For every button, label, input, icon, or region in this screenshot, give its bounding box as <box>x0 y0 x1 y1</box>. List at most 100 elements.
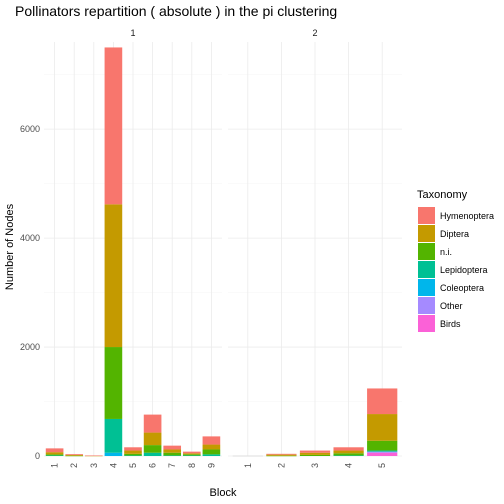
legend-swatch <box>418 243 435 260</box>
facet-strip-label: 2 <box>312 28 317 38</box>
bar-segment-birds <box>367 452 398 456</box>
bar-segment-hymenoptera <box>143 414 162 433</box>
bar-segment-hymenoptera <box>182 451 201 454</box>
legend-label: Lepidoptera <box>440 265 488 275</box>
legend: Taxonomy Hymenoptera Diptera n.i. Lepidopte… <box>417 189 494 332</box>
facet-strip-label: 1 <box>130 28 135 38</box>
bar-segment-diptera <box>333 450 364 454</box>
x-tick-label: 4 <box>108 463 118 468</box>
x-tick-label: 8 <box>187 463 197 468</box>
facet-panel-1: 1 1 2 3 4 5 6 7 8 9 <box>44 28 222 468</box>
bar-segment-diptera <box>45 452 64 455</box>
bar-segment-n-i <box>202 449 221 455</box>
y-tick-label: 0 <box>35 451 40 461</box>
bar-segment-hymenoptera <box>333 447 364 451</box>
legend-swatch <box>418 261 435 278</box>
bar-segment-lepidoptera <box>182 455 201 456</box>
bar-segment-lepidoptera <box>45 455 64 456</box>
bar-segment-n-i <box>163 452 182 456</box>
legend-item: Birds <box>418 315 461 332</box>
legend-swatch <box>418 279 435 296</box>
bar-segment-hymenoptera <box>367 388 398 415</box>
x-tick-label: 5 <box>377 463 387 468</box>
facet-panels: 0 2000 4000 6000 1 1 2 3 4 5 6 7 8 9 2 1 2 3 4 5 <box>20 28 402 468</box>
legend-item: n.i. <box>418 243 452 260</box>
bar-segment-n-i <box>104 347 123 419</box>
bar-segment-hymenoptera <box>65 454 84 455</box>
bar-segment-n-i <box>367 440 398 451</box>
legend-label: Other <box>440 301 463 311</box>
bar-segment-n-i <box>124 453 142 456</box>
legend-swatch <box>418 315 435 332</box>
bar-segment-hymenoptera <box>104 47 123 205</box>
bar-segment-diptera <box>202 444 221 450</box>
y-axis-title: Number of Nodes <box>4 203 16 290</box>
bar-segment-diptera <box>124 450 142 454</box>
bar-segment-lepidoptera <box>143 452 162 456</box>
y-tick-label: 4000 <box>20 233 40 243</box>
facet-panel-2: 2 1 2 3 4 5 <box>228 28 402 468</box>
legend-item: Diptera <box>418 225 469 242</box>
bar-segment-hymenoptera <box>163 445 182 450</box>
bar-segment-diptera <box>367 414 398 441</box>
y-tick-label: 6000 <box>20 124 40 134</box>
y-tick-label: 2000 <box>20 342 40 352</box>
bar-segment-diptera <box>84 455 103 457</box>
bar-segment-diptera <box>143 432 162 446</box>
bar-segment-n-i <box>266 455 297 457</box>
x-tick-label: 9 <box>206 463 216 468</box>
legend-item: Lepidoptera <box>418 261 488 278</box>
bar-segment-diptera <box>65 454 84 456</box>
bar-segment-hymenoptera <box>299 450 331 453</box>
bar-segment-n-i <box>333 453 364 456</box>
bar-segment-diptera <box>104 204 123 348</box>
bar-segment-lepidoptera <box>104 418 123 453</box>
x-tick-label: 5 <box>128 463 138 468</box>
legend-label: Hymenoptera <box>440 211 494 221</box>
legend-label: Diptera <box>440 229 469 239</box>
legend-title: Taxonomy <box>417 189 468 201</box>
bar-segment-hymenoptera <box>266 453 297 455</box>
x-tick-label: 2 <box>69 463 79 468</box>
x-axis-title: Block <box>210 487 237 499</box>
bar-segment-diptera <box>163 449 182 453</box>
bar-segment-n-i <box>299 454 331 456</box>
chart-title: Pollinators repartition ( absolute ) in … <box>15 3 337 19</box>
bar-segment-lepidoptera <box>333 455 364 456</box>
bar-segment-n-i <box>143 445 162 453</box>
legend-swatch <box>418 207 435 224</box>
bar-segment-hymenoptera <box>202 436 221 445</box>
x-tick-label: 2 <box>276 463 286 468</box>
bar-segment-n-i <box>182 454 201 456</box>
bar-segment-hymenoptera <box>84 455 103 456</box>
bar-segment-n-i <box>45 454 64 456</box>
bar-segment-n-i <box>65 455 84 457</box>
bar-segment-diptera <box>266 454 297 456</box>
x-tick-label: 1 <box>50 463 60 468</box>
x-tick-label: 4 <box>344 463 354 468</box>
legend-label: Coleoptera <box>440 283 484 293</box>
x-tick-label: 6 <box>148 463 158 468</box>
x-tick-label: 7 <box>167 463 177 468</box>
bar-segment-coleoptera <box>104 452 123 456</box>
x-tick-label: 1 <box>243 463 253 468</box>
legend-swatch <box>418 225 435 242</box>
x-tick-label: 3 <box>310 463 320 468</box>
legend-item: Other <box>418 297 463 314</box>
legend-label: n.i. <box>440 247 452 257</box>
legend-swatch <box>418 297 435 314</box>
bar-segment-hymenoptera <box>124 447 142 451</box>
bar-segment-lepidoptera <box>367 450 398 452</box>
bar-segment-hymenoptera <box>45 448 64 453</box>
x-tick-label: 3 <box>89 463 99 468</box>
bar-segment-lepidoptera <box>202 454 221 456</box>
legend-label: Birds <box>440 319 461 329</box>
legend-item: Coleoptera <box>418 279 484 296</box>
legend-item: Hymenoptera <box>418 207 494 224</box>
bar-segment-other <box>367 451 398 453</box>
bar-segment-lepidoptera <box>163 455 182 456</box>
bar-segment-diptera <box>299 452 331 455</box>
bar-segment-diptera <box>182 453 201 455</box>
bar-segment-lepidoptera <box>124 455 142 456</box>
